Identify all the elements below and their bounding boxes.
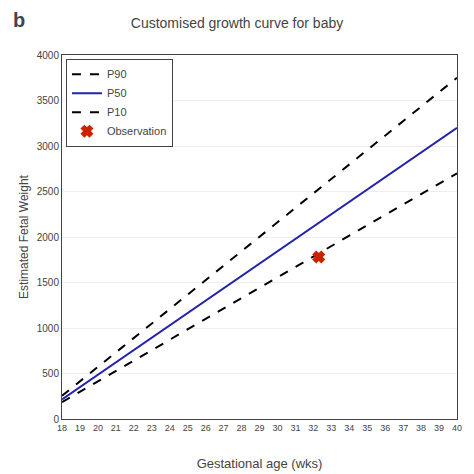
svg-text:P10: P10: [107, 106, 127, 118]
svg-text:38: 38: [416, 423, 426, 433]
svg-text:32: 32: [308, 423, 318, 433]
svg-text:3000: 3000: [37, 141, 60, 152]
svg-text:37: 37: [398, 423, 408, 433]
svg-text:P50: P50: [107, 87, 127, 99]
svg-text:1500: 1500: [37, 277, 60, 288]
svg-text:35: 35: [362, 423, 372, 433]
svg-text:2500: 2500: [37, 186, 60, 197]
svg-text:36: 36: [380, 423, 390, 433]
svg-text:20: 20: [93, 423, 103, 433]
svg-text:29: 29: [254, 423, 264, 433]
svg-text:31: 31: [290, 423, 300, 433]
svg-text:Customised growth curve for ba: Customised growth curve for baby: [131, 15, 343, 31]
svg-text:39: 39: [434, 423, 444, 433]
svg-text:21: 21: [111, 423, 121, 433]
svg-text:19: 19: [75, 423, 85, 433]
svg-text:500: 500: [42, 368, 59, 379]
svg-text:2000: 2000: [37, 232, 60, 243]
svg-text:Gestational age (wks): Gestational age (wks): [197, 456, 323, 471]
svg-text:4000: 4000: [37, 50, 60, 61]
svg-text:24: 24: [165, 423, 175, 433]
svg-text:28: 28: [237, 423, 247, 433]
svg-text:b: b: [13, 9, 25, 31]
svg-text:Observation: Observation: [107, 125, 166, 137]
svg-text:18: 18: [57, 423, 67, 433]
svg-text:P90: P90: [107, 68, 127, 80]
svg-text:Estimated Fetal Weight: Estimated Fetal Weight: [17, 174, 31, 298]
svg-text:40: 40: [452, 423, 462, 433]
svg-text:25: 25: [183, 423, 193, 433]
svg-text:22: 22: [129, 423, 139, 433]
svg-text:23: 23: [147, 423, 157, 433]
svg-text:27: 27: [219, 423, 229, 433]
svg-text:3500: 3500: [37, 95, 60, 106]
svg-text:34: 34: [344, 423, 354, 433]
svg-text:0: 0: [53, 414, 59, 425]
svg-text:26: 26: [201, 423, 211, 433]
svg-text:1000: 1000: [37, 323, 60, 334]
svg-text:33: 33: [326, 423, 336, 433]
svg-text:30: 30: [272, 423, 282, 433]
